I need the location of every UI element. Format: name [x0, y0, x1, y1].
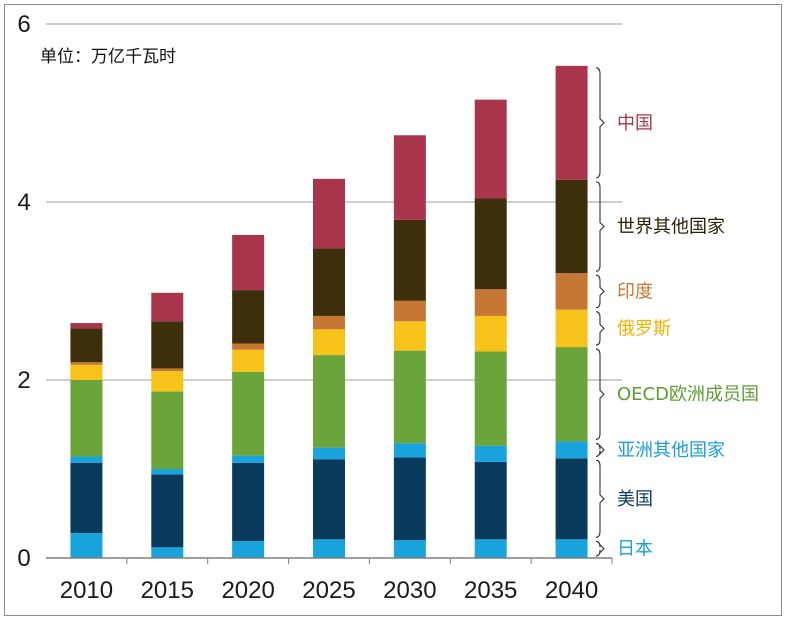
x-tick-label: 2020	[221, 577, 274, 604]
legend-entry: OECD欧洲成员国	[617, 384, 759, 405]
axes	[46, 557, 613, 564]
legend-entry: 俄罗斯	[617, 318, 671, 339]
bar-segment	[474, 539, 507, 558]
x-tick-label: 2025	[302, 577, 355, 604]
bar-segment	[555, 179, 588, 274]
x-tick-labels: 2010 2015 2020 2025 2030 2035 2040	[60, 577, 599, 604]
bar-segment	[393, 321, 426, 351]
bar-segment	[232, 234, 265, 291]
bar-segment	[393, 540, 426, 558]
bars	[70, 65, 588, 558]
legend-brace	[595, 459, 605, 538]
legend-brace	[595, 348, 605, 440]
legend-brace	[595, 540, 605, 557]
bar-segment	[313, 329, 345, 356]
bar-segment	[313, 539, 345, 558]
bar-segment	[393, 300, 426, 322]
unit-label: 单位：万亿千瓦时	[40, 47, 176, 67]
legend-brace	[595, 442, 605, 457]
bar-segment	[151, 292, 184, 322]
bar-segment	[393, 135, 426, 220]
bar-segment	[393, 457, 426, 541]
bar-segment	[70, 323, 103, 329]
bar-segment	[474, 351, 507, 446]
bar-segment	[393, 350, 426, 444]
bar-segment	[232, 371, 265, 456]
legend-entry: 亚洲其他国家	[617, 440, 725, 461]
y-tick-label: 4	[17, 189, 30, 216]
bar-segment	[232, 541, 265, 558]
bar-segment	[70, 328, 103, 363]
bar-segment	[151, 321, 184, 369]
bar-segment	[232, 462, 265, 542]
bar-segment	[70, 456, 103, 463]
bar-segment	[393, 443, 426, 458]
x-tick-label: 2015	[141, 577, 194, 604]
chart-frame	[4, 4, 782, 616]
bar-segment	[232, 349, 265, 372]
bar-segment	[555, 539, 588, 558]
bar-segment	[393, 219, 426, 301]
bar-segment	[313, 447, 345, 460]
bar-segment	[151, 371, 184, 392]
bar-segment	[313, 178, 345, 249]
bar-segment	[70, 364, 103, 380]
legend-entry: 日本	[617, 539, 653, 560]
bar-segment	[151, 469, 184, 475]
x-tick-label: 2030	[383, 577, 436, 604]
bar-segment	[313, 355, 345, 448]
bar-segment	[555, 441, 588, 459]
bar-segment	[474, 289, 507, 316]
bar-segment	[555, 309, 588, 348]
bar-segment	[555, 347, 588, 442]
bar-segment	[232, 343, 265, 350]
bar-segment	[70, 362, 103, 365]
bar-segment	[70, 380, 103, 457]
bar-segment	[474, 99, 507, 199]
bar-segment	[474, 198, 507, 290]
legend-brace	[595, 67, 605, 179]
bar-segment	[313, 315, 345, 330]
bar-segment	[555, 273, 588, 310]
y-tick-label: 6	[17, 11, 30, 38]
legend-entry: 印度	[617, 281, 653, 302]
bar-segment	[474, 315, 507, 352]
legend-entry: 中国	[617, 113, 653, 134]
x-tick-label: 2010	[60, 577, 113, 604]
bar-segment	[151, 547, 184, 558]
legend-brace	[595, 181, 605, 272]
legend-brace	[595, 311, 605, 346]
legend-brace	[595, 274, 605, 309]
bar-segment	[474, 461, 507, 540]
bar-segment	[70, 462, 103, 534]
y-tick-label: 2	[17, 367, 30, 394]
y-tick-labels: 0 2 4 6	[17, 11, 30, 572]
x-tick-label: 2040	[545, 577, 598, 604]
bar-segment	[232, 290, 265, 344]
bar-segment	[555, 458, 588, 540]
bar-segment	[232, 455, 265, 463]
bar-segment	[70, 533, 103, 558]
x-tick-label: 2035	[464, 577, 517, 604]
bar-segment	[474, 445, 507, 462]
bar-segment	[151, 391, 184, 469]
bar-segment	[151, 474, 184, 548]
bar-segment	[313, 248, 345, 316]
bar-segment	[151, 368, 184, 372]
legend-braces	[595, 67, 605, 557]
legend-entry: 美国	[617, 489, 653, 510]
bar-segment	[313, 459, 345, 540]
y-tick-label: 0	[17, 545, 30, 572]
bar-segment	[555, 65, 588, 180]
legend-entry: 世界其他国家	[617, 216, 725, 237]
